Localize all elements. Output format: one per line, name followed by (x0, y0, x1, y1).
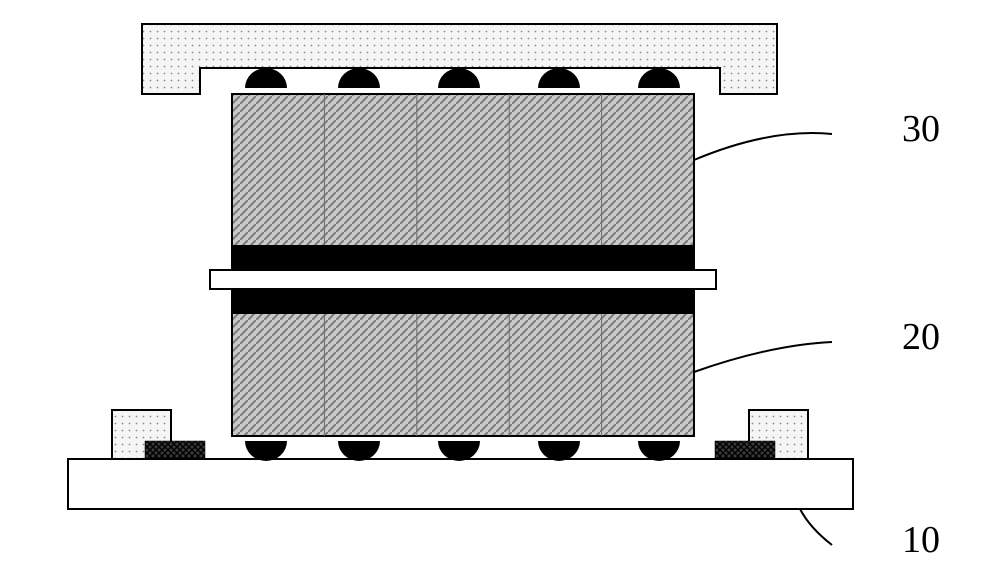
bump-top (438, 68, 480, 88)
substrate-pad-left (145, 441, 205, 458)
substrate-pad-right (715, 441, 775, 458)
bump-bottom (338, 441, 380, 461)
bump-top (638, 68, 680, 88)
leader-30 (694, 133, 832, 160)
interposer-layer-0 (232, 245, 694, 269)
leader-20 (694, 342, 832, 372)
substrate-10 (68, 459, 853, 509)
bump-top (538, 68, 580, 88)
label-20: 20 (902, 316, 940, 358)
label-10: 10 (902, 519, 940, 561)
bump-top (245, 68, 287, 88)
bump-bottom (538, 441, 580, 461)
diagram-root: 30 20 10 (0, 0, 1000, 571)
bump-bottom (245, 441, 287, 461)
spacer-bar (210, 270, 716, 289)
bump-bottom (638, 441, 680, 461)
bump-bottom (438, 441, 480, 461)
bump-top (338, 68, 380, 88)
interposer-layer-1 (232, 290, 694, 314)
label-30: 30 (902, 108, 940, 150)
leader-10 (800, 509, 832, 545)
